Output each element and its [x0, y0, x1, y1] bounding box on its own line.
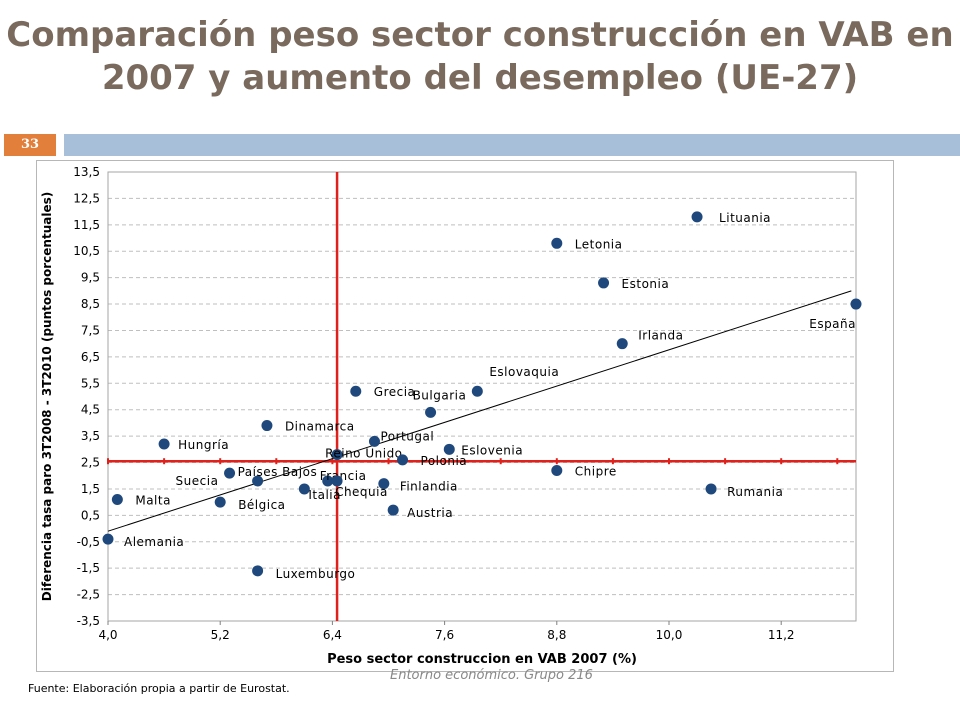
point-label: Francia [320, 469, 367, 483]
point-paises-bajos [252, 475, 264, 487]
point-chipre [551, 464, 563, 476]
point-eslovenia [443, 443, 455, 455]
trend-line [107, 290, 852, 532]
point-label: Dinamarca [285, 420, 355, 434]
point-irlanda [616, 338, 628, 350]
point-label: Chequia [335, 485, 388, 499]
point-label: Alemania [124, 535, 184, 549]
point-portugal [368, 435, 380, 447]
point-label: Bélgica [238, 498, 285, 512]
slide-title-line2: 2007 y aumento del desempleo (UE-27) [101, 58, 859, 98]
point-label: Hungría [178, 438, 229, 452]
y-tick-label: 3,5 [81, 429, 100, 443]
x-tick-label: 7,6 [435, 628, 454, 642]
x-tick-label: 8,8 [547, 628, 566, 642]
point-label: Países Bajos [238, 465, 318, 479]
point-chequia [331, 475, 343, 487]
source-note: Fuente: Elaboración propia a partir de E… [28, 682, 290, 695]
slide-title-line1: Comparación peso sector construcción en … [6, 15, 954, 55]
point-letonia [551, 237, 563, 249]
y-tick-label: 7,5 [81, 323, 100, 337]
point-malta [111, 494, 123, 506]
point-italia [298, 483, 310, 495]
y-tick-label: 13,5 [73, 165, 100, 179]
point-label: Bulgaria [413, 388, 467, 402]
point-hungria [158, 438, 170, 450]
x-tick-label: 11,2 [768, 628, 795, 642]
slide-footer: Entorno económico. Grupo 216 [390, 668, 593, 683]
point-label: Letonia [575, 237, 623, 251]
y-tick-label: 6,5 [81, 350, 100, 364]
y-tick-label: 10,5 [73, 244, 100, 258]
x-tick-label: 5,2 [211, 628, 230, 642]
point-eslovaquia [471, 385, 483, 397]
plot-area-border [107, 171, 857, 622]
point-finlandia [378, 478, 390, 490]
point-label: España [809, 317, 856, 331]
point-label: Eslovenia [461, 443, 523, 457]
page-number: 33 [4, 134, 56, 156]
point-label: Portugal [380, 429, 434, 443]
y-tick-label: -3,5 [77, 614, 100, 628]
point-label: Irlanda [638, 329, 683, 343]
y-tick-label: 12,5 [73, 191, 100, 205]
y-tick-label: 1,5 [81, 482, 100, 496]
point-polonia [397, 454, 409, 466]
point-alemania [102, 533, 114, 545]
y-tick-label: -0,5 [77, 535, 100, 549]
y-tick-label: 11,5 [73, 218, 100, 232]
point-francia [322, 475, 334, 487]
point-label: Estonia [622, 277, 670, 291]
x-tick-label: 4,0 [98, 628, 117, 642]
scatter-chart: 13,5 12,5 11,5 10,5 9,5 8,5 7,5 6,5 5,5 4,5 3,5 2,5… [40, 165, 862, 667]
point-label: Italia [308, 488, 341, 502]
point-espana [850, 298, 862, 310]
y-tick-label: 8,5 [81, 297, 100, 311]
y-tick-label: 0,5 [81, 508, 100, 522]
y-tick-label: -1,5 [77, 561, 100, 575]
point-austria [387, 504, 399, 516]
point-label: Polonia [421, 454, 468, 468]
point-label: Lituania [719, 211, 771, 225]
point-label: Suecia [176, 474, 219, 488]
point-bulgaria [425, 406, 437, 418]
x-tick-label: 6,4 [323, 628, 342, 642]
point-reino-unido [331, 449, 343, 461]
x-axis-title: Peso sector construccion en VAB 2007 (%) [327, 652, 637, 667]
point-estonia [598, 277, 610, 289]
point-lituania [691, 211, 703, 223]
point-label: Rumania [727, 485, 783, 499]
y-tick-label: 2,5 [81, 456, 100, 470]
y-tick-label: 9,5 [81, 271, 100, 285]
point-suecia [224, 467, 236, 479]
y-tick-label: -2,5 [77, 588, 100, 602]
point-belgica [214, 496, 226, 508]
point-dinamarca [261, 420, 273, 432]
slide-title: Comparación peso sector construcción en … [0, 14, 960, 100]
x-tick-label: 10,0 [656, 628, 683, 642]
point-label: Luxemburgo [276, 567, 356, 581]
point-label: Grecia [374, 385, 416, 399]
point-label: Austria [407, 506, 453, 520]
y-axis-title: Diferencia tasa paro 3T2008 - 3T2010 (pu… [40, 192, 54, 601]
point-grecia [350, 385, 362, 397]
y-tick-label: 4,5 [81, 403, 100, 417]
point-rumania [705, 483, 717, 495]
point-label: Malta [135, 494, 171, 508]
point-label: Reino Unido [325, 447, 402, 461]
point-luxemburgo [252, 565, 264, 577]
point-label: Finlandia [400, 480, 458, 494]
point-label: Eslovaquia [489, 365, 559, 379]
point-label: Chipre [575, 464, 617, 478]
header-bar [64, 134, 960, 156]
y-tick-label: 5,5 [81, 376, 100, 390]
